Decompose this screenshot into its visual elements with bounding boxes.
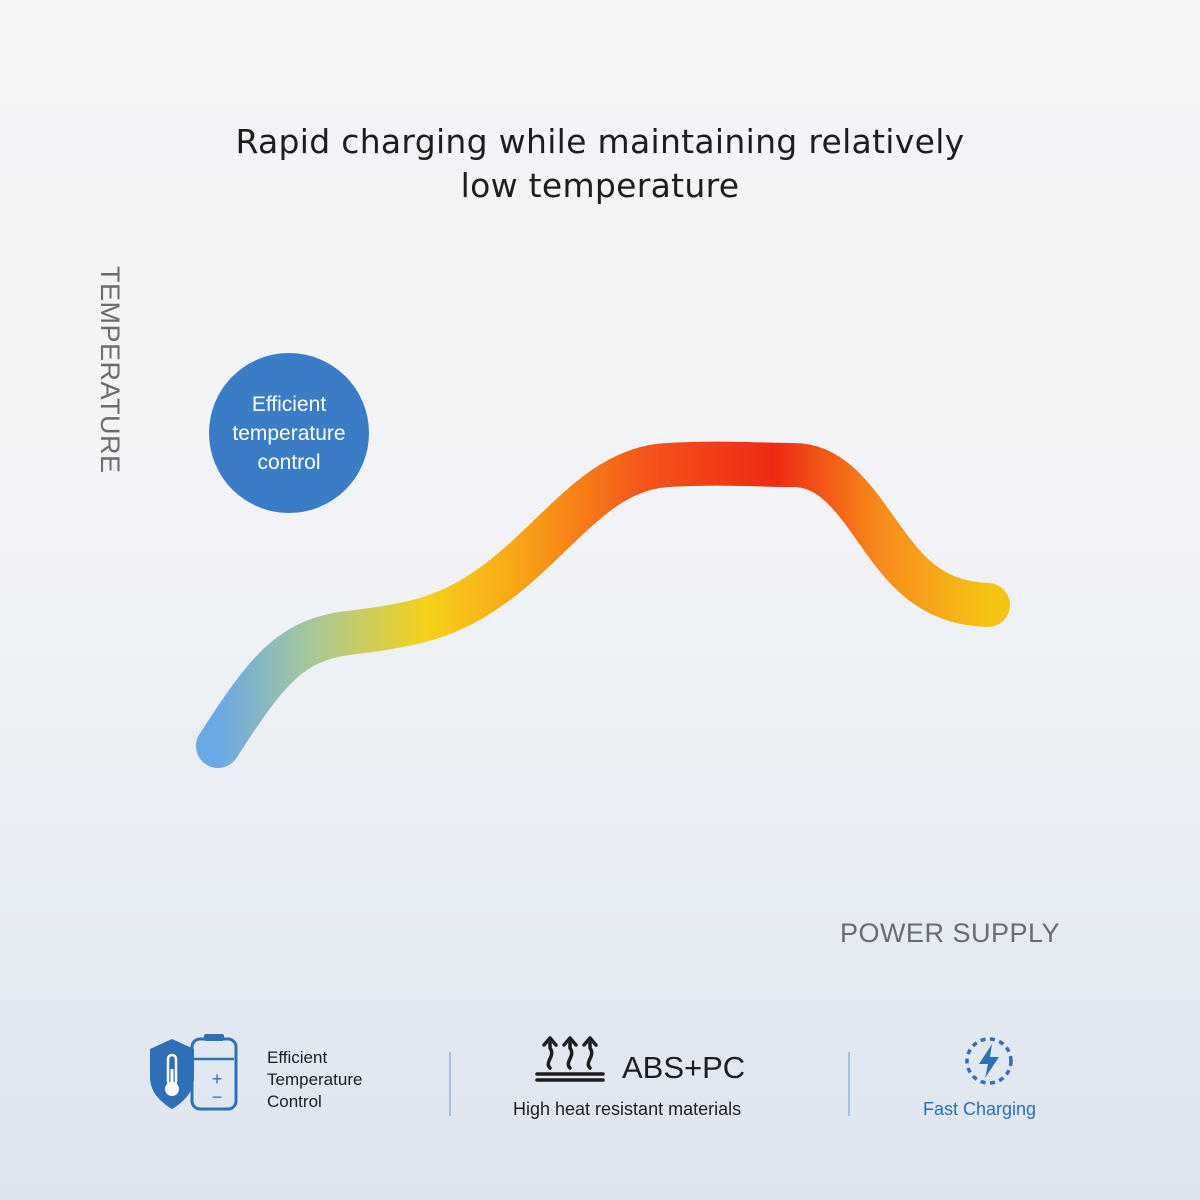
x-axis-label: POWER SUPPLY: [839, 918, 1060, 948]
headline-line-1: Rapid charging while maintaining relativ…: [235, 122, 965, 162]
badge-line-2: temperature: [232, 421, 346, 445]
feature-material-title: ABS+PC: [622, 1050, 746, 1085]
feature-fast-charging-label: Fast Charging: [923, 1099, 1037, 1119]
temperature-curve: [196, 441, 1010, 768]
feature-divider: [449, 1052, 451, 1116]
headline-line-2: low temperature: [460, 166, 740, 206]
feature-material-subtitle: High heat resistant materials: [513, 1099, 742, 1119]
efficient-temperature-badge: Efficient temperature control: [209, 353, 369, 513]
thermometer-shield-battery-icon: + −: [150, 1034, 238, 1111]
heat-arrows-icon: [535, 1036, 605, 1082]
svg-text:+: +: [212, 1069, 223, 1089]
svg-text:−: −: [212, 1087, 223, 1107]
y-axis-label: TEMPERATURE: [95, 266, 125, 474]
feature-divider: [848, 1052, 850, 1116]
badge-line-1: Efficient: [251, 392, 327, 416]
feature-temperature-label: Efficient Temperature Control: [267, 1048, 363, 1111]
headline: Rapid charging while maintaining relativ…: [0, 120, 1200, 208]
lightning-circle-icon: [965, 1037, 1013, 1085]
badge-line-3: control: [257, 450, 321, 474]
